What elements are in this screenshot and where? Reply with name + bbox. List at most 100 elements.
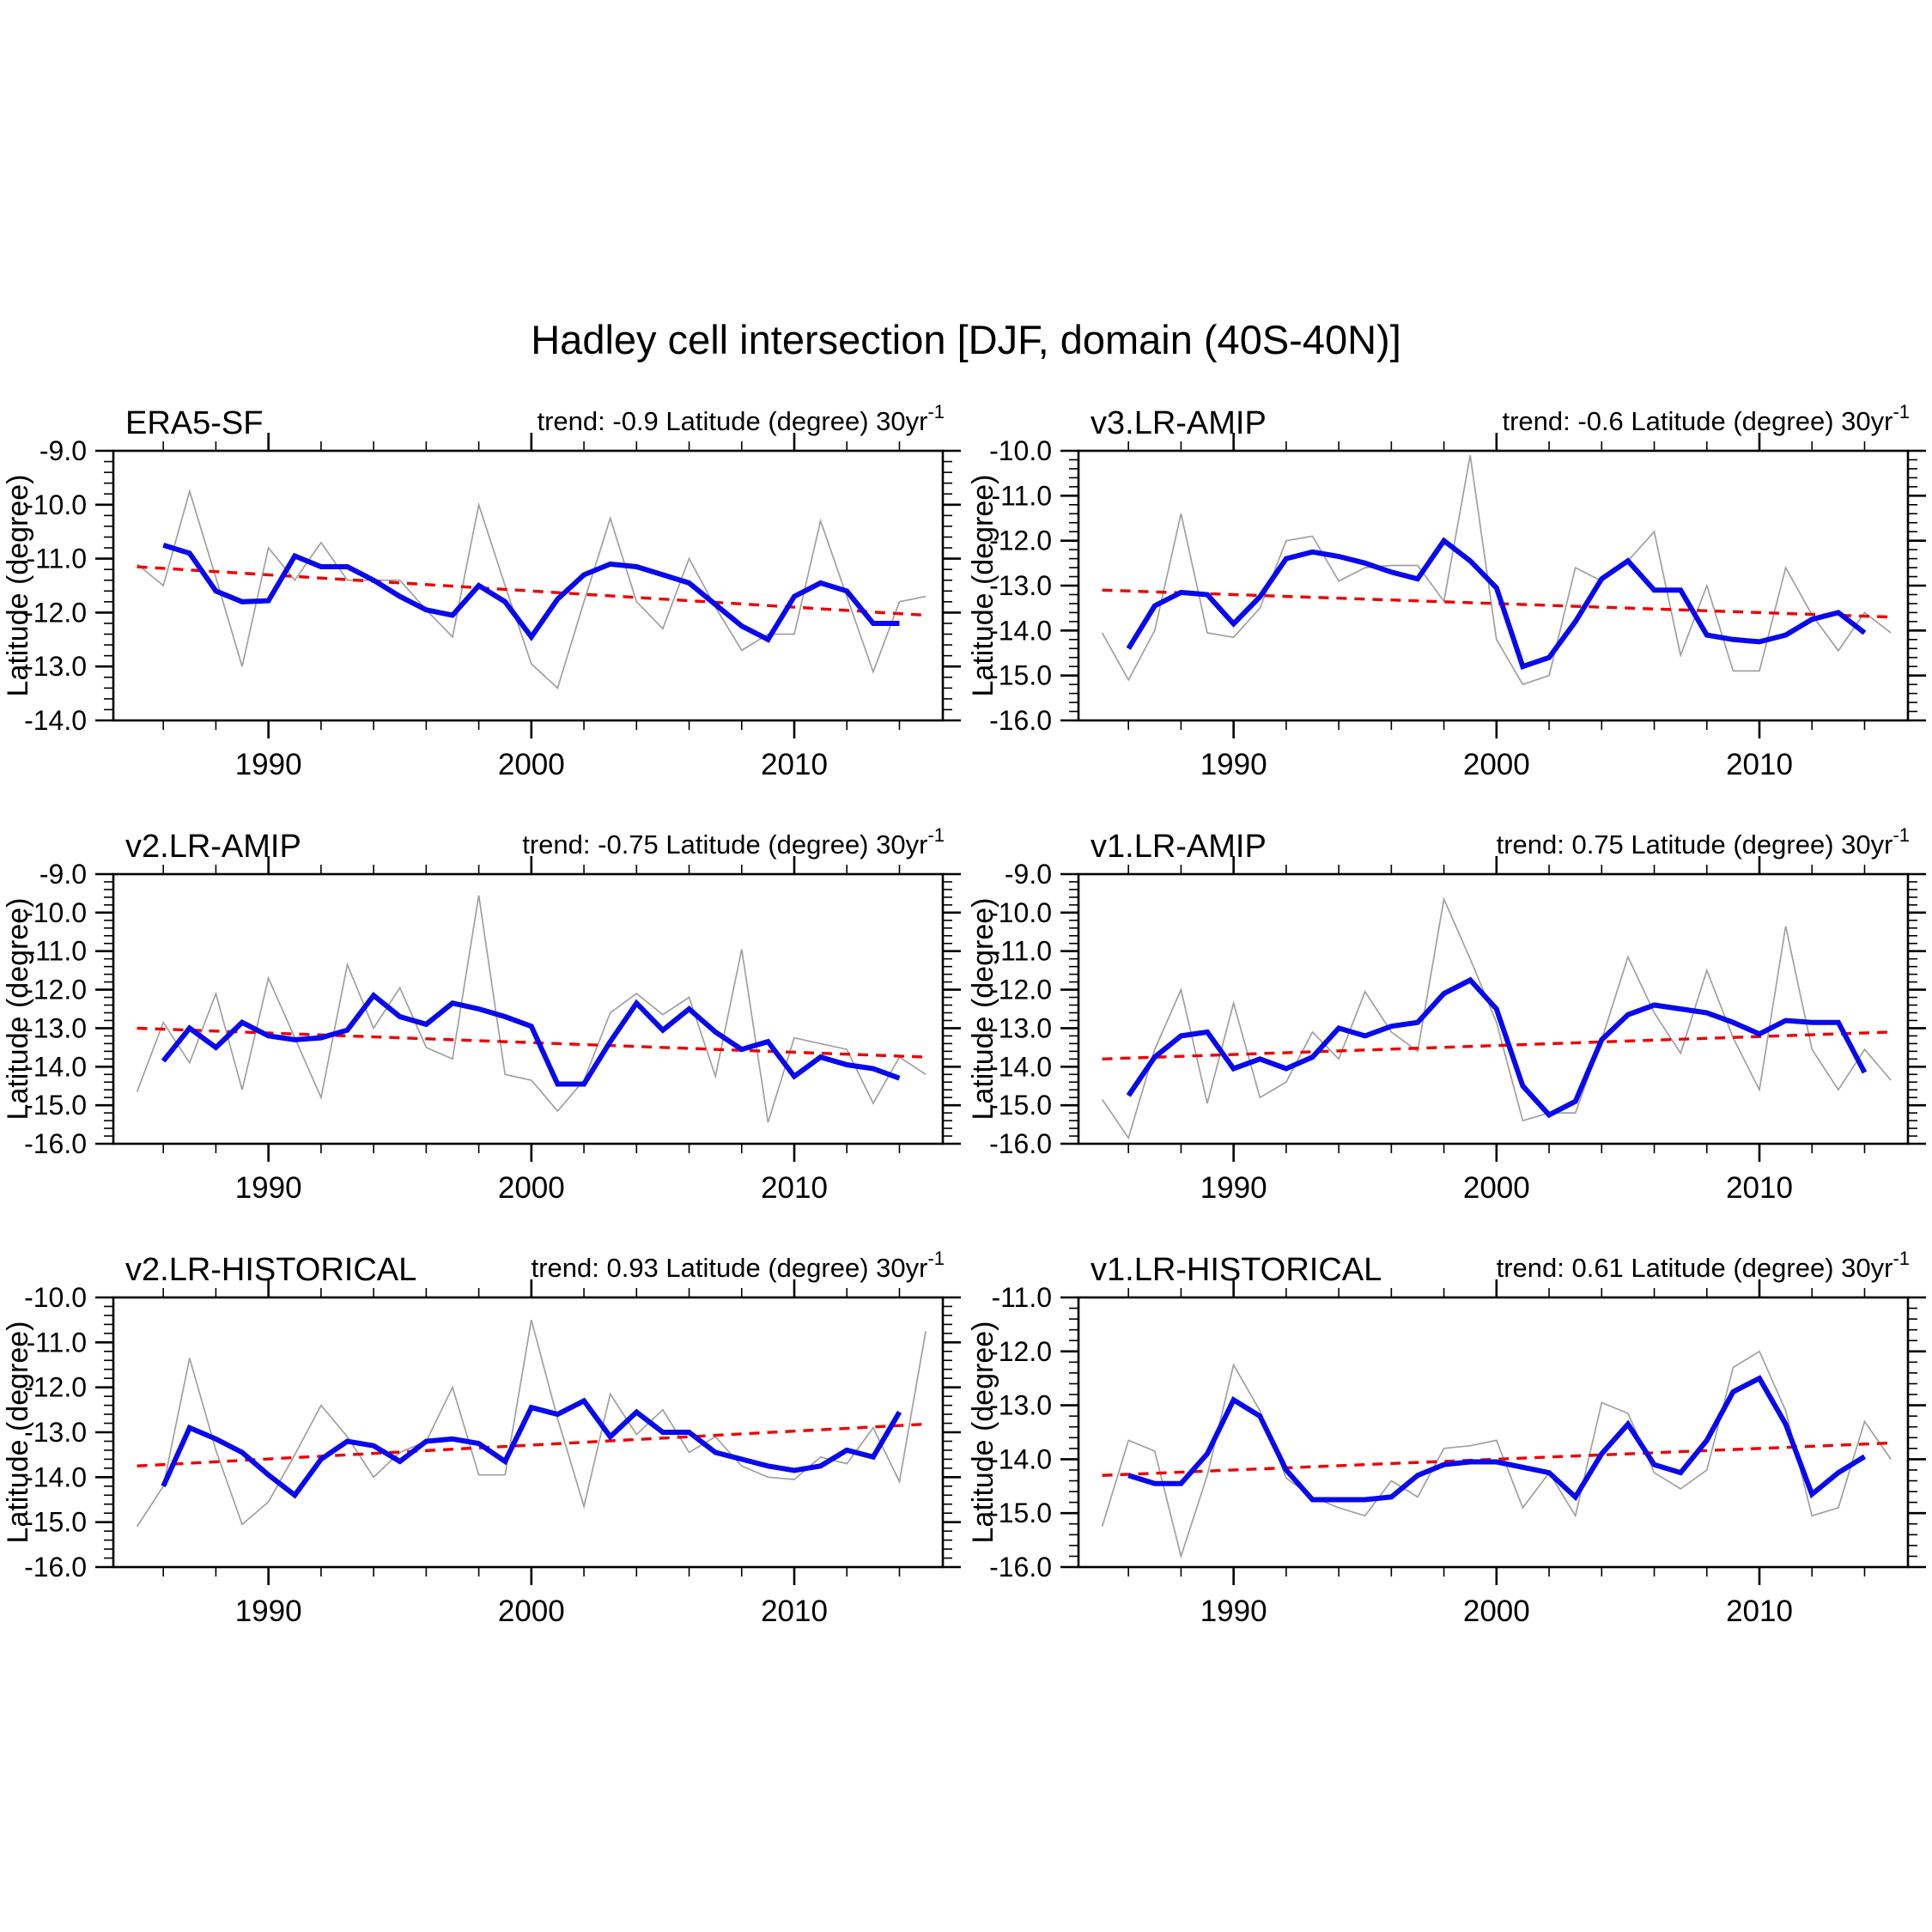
y-tick-label: -12.0 — [24, 1372, 87, 1403]
series-smoothed-line — [1126, 537, 1867, 671]
y-minor-ticks — [1069, 881, 1917, 1137]
x-tick-label: 1990 — [1200, 1595, 1267, 1628]
series-smoothed-line — [1127, 1375, 1867, 1503]
series-smoothed-line — [161, 992, 901, 1087]
y-tick-label: -16.0 — [989, 1128, 1052, 1159]
y-tick-label: -9.0 — [39, 859, 87, 890]
x-minor-ticks — [162, 1288, 901, 1577]
y-minor-ticks — [1069, 1307, 1917, 1558]
plot-box — [1077, 449, 1910, 722]
y-axis-title: Latitude (degree) — [967, 898, 999, 1121]
y-minor-ticks — [104, 1305, 952, 1559]
y-major-ticks — [95, 449, 961, 722]
y-tick-label: -11.0 — [991, 936, 1052, 967]
x-tick-label: 1990 — [1200, 1171, 1267, 1205]
series-trend-line — [1102, 588, 1892, 619]
x-major-ticks — [1232, 433, 1761, 738]
y-tick-label: -13.0 — [24, 1417, 87, 1448]
figure-title: Hadley cell intersection [DJF, domain (4… — [531, 317, 1401, 362]
y-tick-label: -15.0 — [989, 660, 1052, 691]
trend-label: trend: 0.93 Latitude (degree) 30yr-1 — [532, 1248, 945, 1283]
y-axis-title: Latitude (degree) — [2, 898, 34, 1121]
y-tick-label: -11.0 — [991, 1282, 1052, 1313]
y-tick-label: -12.0 — [989, 526, 1052, 556]
x-minor-ticks — [1127, 865, 1866, 1153]
series-annual-line — [1101, 1350, 1892, 1559]
y-tick-label: -16.0 — [24, 1128, 87, 1159]
x-tick-label: 2010 — [761, 748, 828, 781]
x-tick-label: 2010 — [761, 1171, 828, 1205]
panel-title: ERA5-SF — [125, 405, 263, 441]
x-tick-label: 2010 — [1726, 1595, 1793, 1628]
y-tick-label: -12.0 — [24, 597, 87, 628]
y-tick-label: -14.0 — [989, 1051, 1052, 1082]
y-tick-label: -12.0 — [989, 975, 1052, 1005]
trend-label: trend: 0.75 Latitude (degree) 30yr-1 — [1497, 824, 1910, 860]
trend-label: trend: -0.6 Latitude (degree) 30yr-1 — [1503, 401, 1911, 436]
series-smoothed-line — [1126, 976, 1868, 1119]
panel-v2-lr-historical: -16.0 -15.0 -14.0 -13.0 -12.0 -11.0 -10.0 1990 2… — [2, 1248, 961, 1628]
y-tick-label: -14.0 — [989, 615, 1052, 646]
panel-v3-lr-amip: -16.0 -15.0 -14.0 -13.0 -12.0 -11.0 -10.0 1990 2… — [967, 401, 1926, 781]
x-major-ticks — [267, 856, 796, 1162]
y-tick-label: -16.0 — [989, 1552, 1052, 1583]
y-tick-label: -15.0 — [24, 1507, 87, 1538]
series-trend-line — [1102, 1030, 1892, 1061]
x-tick-label: 2000 — [1463, 748, 1530, 781]
y-tick-label: -9.0 — [1005, 859, 1052, 890]
y-tick-label: -13.0 — [24, 1012, 87, 1043]
x-major-ticks — [1232, 856, 1761, 1162]
x-tick-label: 2000 — [1463, 1171, 1530, 1205]
y-tick-label: -11.0 — [991, 480, 1052, 511]
y-tick-label: -10.0 — [24, 1282, 87, 1313]
series-trend-line — [137, 1422, 927, 1467]
y-tick-label: -13.0 — [989, 570, 1052, 601]
y-major-ticks — [95, 1296, 961, 1569]
y-tick-label: -15.0 — [24, 1090, 87, 1121]
plot-box — [112, 449, 945, 722]
y-tick-label: -14.0 — [989, 1443, 1052, 1474]
y-tick-label: -12.0 — [24, 975, 87, 1005]
y-axis-title: Latitude (degree) — [2, 475, 34, 697]
panel-title: v1.LR-HISTORICAL — [1091, 1252, 1382, 1288]
plot-box — [1077, 872, 1910, 1145]
y-major-ticks — [1060, 1296, 1926, 1569]
y-tick-label: -15.0 — [989, 1090, 1052, 1121]
y-tick-label: -13.0 — [24, 651, 87, 682]
y-tick-label: -13.0 — [989, 1390, 1052, 1421]
y-minor-ticks — [104, 460, 952, 711]
x-major-ticks — [267, 433, 796, 738]
x-tick-label: 2010 — [1726, 748, 1793, 781]
panel-title: v2.LR-AMIP — [125, 829, 301, 865]
series-annual-line — [1101, 896, 1892, 1140]
y-tick-label: -16.0 — [24, 1552, 87, 1583]
y-minor-ticks — [1069, 459, 1917, 713]
x-minor-ticks — [162, 441, 901, 730]
x-tick-label: 2010 — [761, 1595, 828, 1628]
y-axis-title: Latitude (degree) — [967, 475, 999, 697]
series-annual-line — [1101, 455, 1892, 686]
y-major-ticks — [95, 872, 961, 1145]
y-tick-label: -10.0 — [24, 897, 87, 928]
y-tick-label: -11.0 — [26, 936, 87, 967]
x-major-ticks — [267, 1279, 796, 1585]
y-minor-ticks — [104, 881, 952, 1137]
x-tick-label: 2000 — [498, 1595, 565, 1628]
panel-v1-lr-amip: -16.0 -15.0 -14.0 -13.0 -12.0 -11.0 -10.0 -9.0 1… — [967, 824, 1926, 1205]
series-annual-line — [137, 489, 927, 690]
series-smoothed-line — [161, 1397, 902, 1499]
series-annual-line — [136, 1319, 927, 1528]
plot-box — [112, 1296, 945, 1569]
series-trend-line — [137, 1026, 927, 1059]
y-major-ticks — [1060, 872, 1926, 1145]
y-tick-label: -10.0 — [989, 435, 1052, 466]
y-axis-title: Latitude (degree) — [2, 1321, 34, 1544]
y-axis-title: Latitude (degree) — [967, 1321, 999, 1544]
x-tick-label: 1990 — [235, 1171, 302, 1205]
x-tick-label: 2000 — [498, 1171, 565, 1205]
y-tick-label: -10.0 — [24, 489, 87, 520]
x-tick-label: 2000 — [498, 748, 565, 781]
y-major-ticks — [1060, 449, 1926, 722]
x-minor-ticks — [1127, 1288, 1866, 1577]
